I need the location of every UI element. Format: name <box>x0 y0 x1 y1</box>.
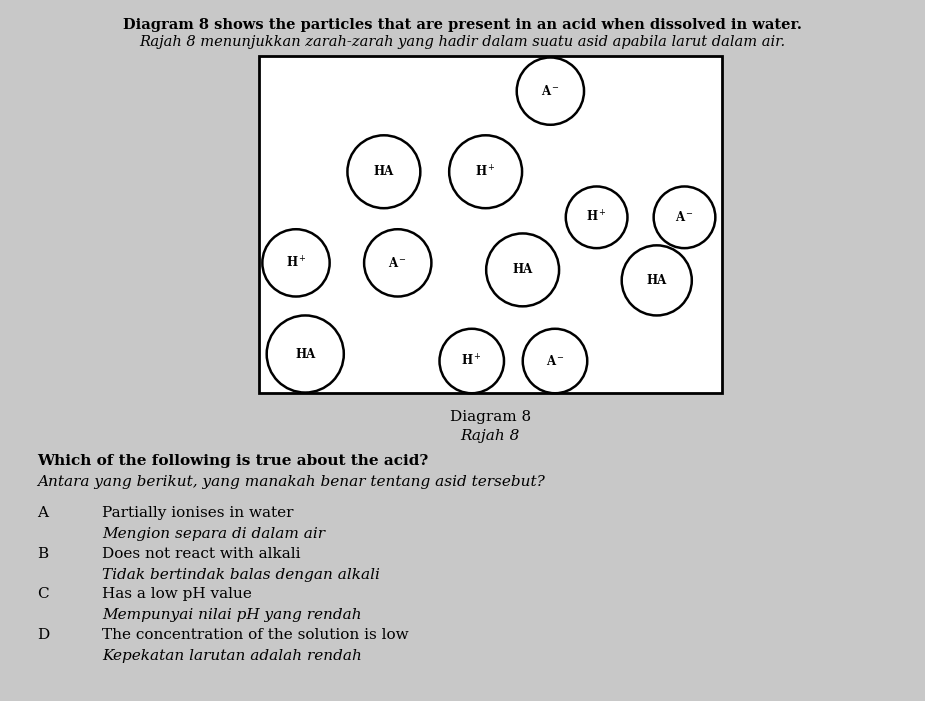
Text: Which of the following is true about the acid?: Which of the following is true about the… <box>37 454 428 468</box>
Text: A$^-$: A$^-$ <box>541 84 560 98</box>
Text: C: C <box>37 587 49 601</box>
Text: H$^+$: H$^+$ <box>462 353 482 369</box>
Ellipse shape <box>263 229 329 297</box>
Text: Rajah 8: Rajah 8 <box>461 429 520 443</box>
Ellipse shape <box>439 329 504 393</box>
Text: Diagram 8: Diagram 8 <box>450 410 531 424</box>
Text: B: B <box>37 547 48 561</box>
Text: Kepekatan larutan adalah rendah: Kepekatan larutan adalah rendah <box>102 649 362 663</box>
Text: Partially ionises in water: Partially ionises in water <box>102 506 293 520</box>
Ellipse shape <box>487 233 559 306</box>
Ellipse shape <box>450 135 522 208</box>
Text: Has a low pH value: Has a low pH value <box>102 587 252 601</box>
Ellipse shape <box>348 135 420 208</box>
Text: Diagram 8 shows the particles that are present in an acid when dissolved in wate: Diagram 8 shows the particles that are p… <box>123 18 802 32</box>
Text: HA: HA <box>295 348 315 360</box>
Text: A: A <box>37 506 48 520</box>
Ellipse shape <box>622 245 692 315</box>
Text: H$^+$: H$^+$ <box>586 210 607 225</box>
Text: Mempunyai nilai pH yang rendah: Mempunyai nilai pH yang rendah <box>102 608 362 622</box>
Ellipse shape <box>654 186 715 248</box>
Text: Antara yang berikut, yang manakah benar tentang asid tersebut?: Antara yang berikut, yang manakah benar … <box>37 475 545 489</box>
Ellipse shape <box>566 186 627 248</box>
Text: Does not react with alkali: Does not react with alkali <box>102 547 301 561</box>
Text: Mengion separa di dalam air: Mengion separa di dalam air <box>102 527 325 541</box>
Text: A$^-$: A$^-$ <box>546 354 564 368</box>
Text: Tidak bertindak balas dengan alkali: Tidak bertindak balas dengan alkali <box>102 568 379 582</box>
Ellipse shape <box>364 229 431 297</box>
Text: D: D <box>37 628 49 642</box>
Text: HA: HA <box>374 165 394 178</box>
Text: H$^+$: H$^+$ <box>475 164 496 179</box>
Ellipse shape <box>266 315 344 393</box>
Text: The concentration of the solution is low: The concentration of the solution is low <box>102 628 408 642</box>
Bar <box>259 56 722 393</box>
Text: HA: HA <box>647 274 667 287</box>
Text: A$^-$: A$^-$ <box>675 210 694 224</box>
Text: A$^-$: A$^-$ <box>388 256 407 270</box>
Text: Rajah 8 menunjukkan zarah-zarah yang hadir dalam suatu asid apabila larut dalam : Rajah 8 menunjukkan zarah-zarah yang had… <box>140 35 785 49</box>
Text: HA: HA <box>512 264 533 276</box>
Ellipse shape <box>517 57 584 125</box>
Text: H$^+$: H$^+$ <box>286 255 306 271</box>
Ellipse shape <box>523 329 587 393</box>
